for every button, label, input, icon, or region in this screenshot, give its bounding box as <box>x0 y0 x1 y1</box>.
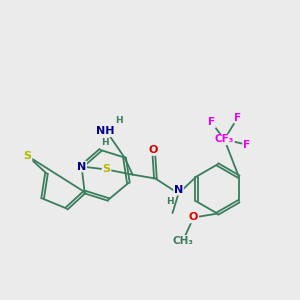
Text: S: S <box>24 151 32 161</box>
Text: H: H <box>101 138 109 147</box>
Text: F: F <box>208 117 215 128</box>
Text: NH: NH <box>96 126 114 136</box>
Text: CH₃: CH₃ <box>172 236 194 246</box>
Text: H: H <box>115 116 123 125</box>
Text: O: O <box>149 145 158 155</box>
Text: H: H <box>166 197 173 206</box>
Text: N: N <box>174 185 183 195</box>
Text: O: O <box>189 212 198 223</box>
Text: N: N <box>77 161 86 172</box>
Text: S: S <box>103 164 110 175</box>
Text: F: F <box>234 112 241 123</box>
Text: CF₃: CF₃ <box>215 134 234 145</box>
Text: F: F <box>243 140 250 150</box>
